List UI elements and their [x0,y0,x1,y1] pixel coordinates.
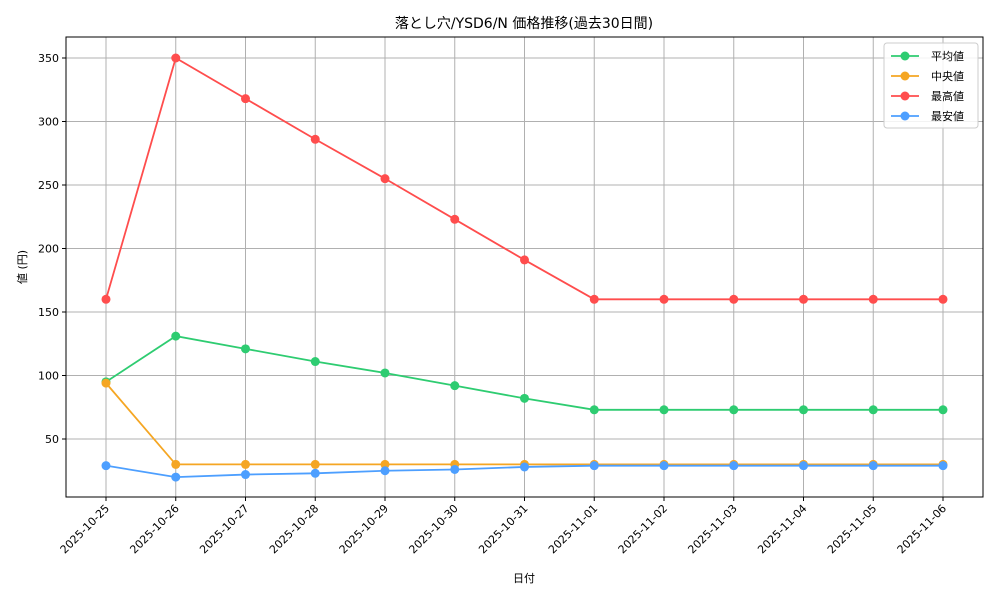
data-point [310,357,320,367]
y-tick-label: 100 [38,370,59,383]
data-point [171,472,181,482]
legend-marker-icon [900,71,910,81]
x-tick-label: 2025-11-06 [895,502,949,556]
data-point [729,461,739,471]
data-point [589,405,599,415]
data-point [241,94,250,104]
data-point [520,462,529,472]
data-point [380,466,390,476]
data-point [310,459,320,469]
legend-item: 中央値 [891,70,964,83]
x-tick-label: 2025-10-25 [58,502,112,556]
data-point [171,331,181,341]
legend-marker-icon [900,91,910,101]
data-point [659,461,669,471]
y-tick-label: 350 [38,52,59,65]
legend-item: 最高値 [891,89,964,103]
data-point [799,461,808,471]
x-axis-ticks: 2025-10-25 2025-10-26 2025-10-27 2025-10-28… [58,497,949,556]
data-point [868,405,878,415]
data-point [171,459,181,469]
data-point [241,459,250,469]
data-point [101,294,111,304]
data-point [799,294,808,304]
data-point [799,405,808,415]
y-tick-label: 50 [45,433,59,446]
data-point [241,344,250,354]
grid-lines [66,37,983,497]
x-tick-label: 2025-10-27 [197,502,251,556]
x-tick-label: 2025-10-30 [406,502,460,556]
data-point [310,468,320,478]
data-point [868,461,878,471]
legend-box [883,42,979,129]
legend-marker-icon [900,51,910,61]
data-point [520,393,529,403]
data-point [868,294,878,304]
y-axis-label: 値 (円) [16,250,29,284]
data-point [589,461,599,471]
x-tick-label: 2025-10-26 [127,502,181,556]
data-point [310,134,320,144]
data-point [729,294,739,304]
x-tick-label: 2025-11-04 [755,502,809,556]
data-point [380,459,390,469]
data-point [520,255,529,265]
legend-item: 平均値 [891,50,964,63]
y-axis-ticks: 50 100 150 200 250 300 350 [38,52,66,446]
x-axis-label: 日付 [513,572,535,585]
data-point [450,214,460,224]
data-point [450,464,460,474]
y-tick-label: 150 [38,306,59,319]
x-tick-label: 2025-11-01 [546,502,600,556]
y-tick-label: 250 [38,179,59,192]
x-tick-label: 2025-11-03 [685,502,739,556]
legend-label: 最安値 [931,109,964,123]
data-point [729,405,739,415]
data-point [101,378,111,388]
data-point [938,405,948,415]
data-point [659,405,669,415]
x-tick-label: 2025-11-05 [825,502,879,556]
data-point [450,381,460,391]
legend-marker-icon [900,111,910,121]
data-point [659,294,669,304]
data-point [938,294,948,304]
chart-title: 落とし穴/YSD6/N 価格推移(過去30日間) [395,16,653,32]
legend-label: 中央値 [931,70,964,83]
x-tick-label: 2025-10-31 [476,502,530,556]
series-平均値 [101,331,948,415]
y-tick-label: 300 [38,116,59,129]
data-point [380,368,390,378]
data-point [380,174,390,184]
data-point [241,470,250,480]
legend-label: 平均値 [931,50,964,63]
data-point [171,53,181,63]
data-point [589,294,599,304]
x-tick-label: 2025-10-28 [267,502,321,556]
x-tick-label: 2025-10-29 [337,502,391,556]
series-最高値 [101,53,948,304]
legend-item: 最安値 [891,109,964,123]
data-point [101,461,111,471]
x-tick-label: 2025-11-02 [616,502,670,556]
legend-label: 最高値 [931,89,964,103]
y-tick-label: 200 [38,243,59,256]
data-point [938,461,948,471]
series-layer [101,53,948,482]
series-最安値 [101,461,948,482]
